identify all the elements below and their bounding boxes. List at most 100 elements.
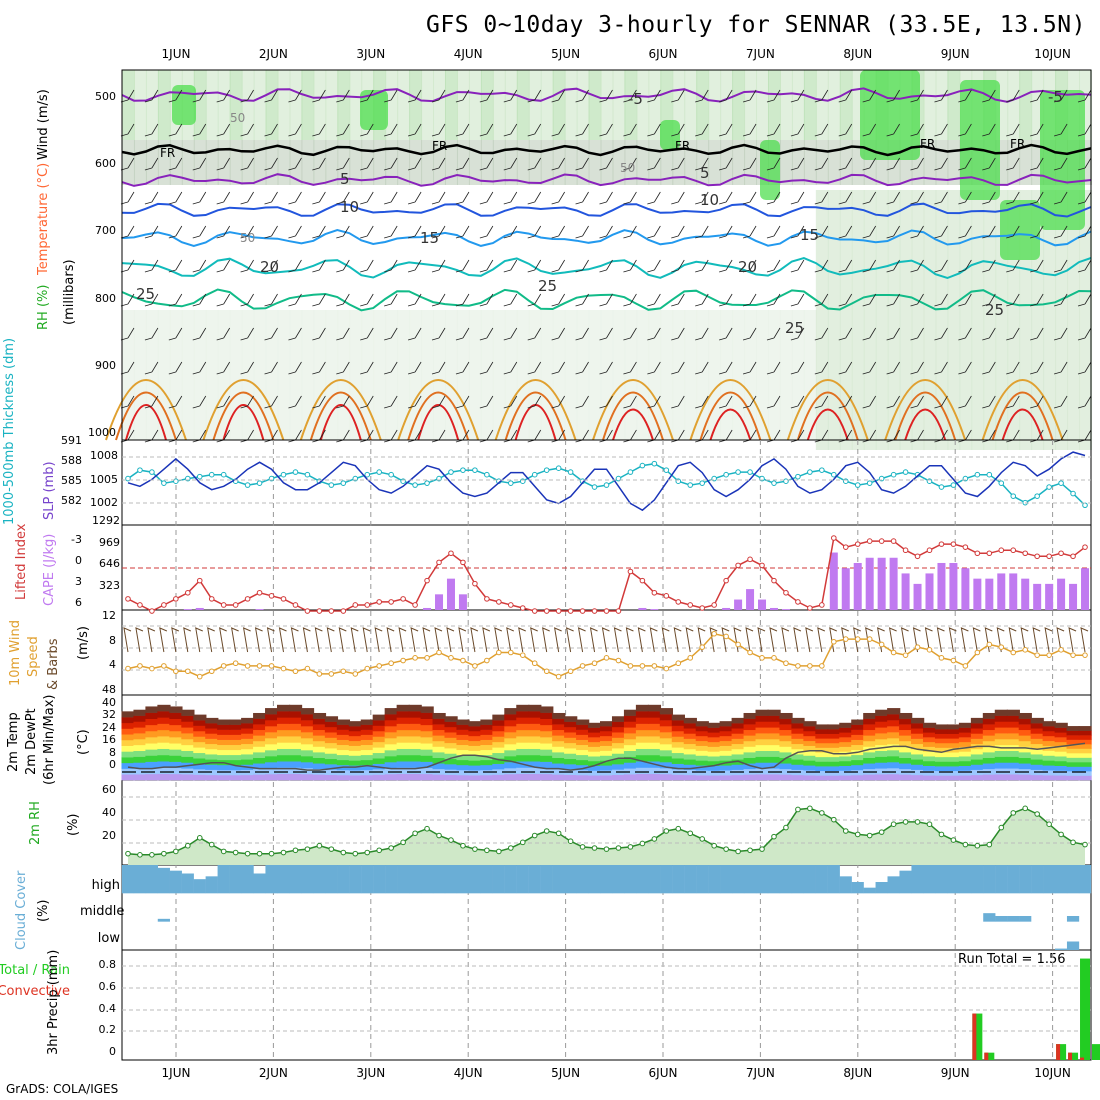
temp-band-cell bbox=[444, 748, 458, 754]
rh2m-series-point bbox=[675, 825, 682, 832]
temp-band-cell bbox=[1018, 757, 1032, 764]
temp-band-cell bbox=[564, 726, 578, 733]
wind-barb bbox=[886, 259, 900, 273]
lifted-series-point bbox=[400, 596, 406, 602]
temp-band-cell bbox=[779, 724, 793, 731]
wind-barb bbox=[144, 225, 159, 239]
temp-band-cell bbox=[970, 754, 985, 760]
wind10-series-point bbox=[890, 649, 897, 656]
temp-band-cell bbox=[408, 711, 422, 718]
rh2m-series-point bbox=[484, 847, 490, 854]
temp-band-cell bbox=[145, 761, 159, 769]
rh2m-series-point bbox=[986, 841, 993, 848]
wind-barb bbox=[719, 259, 733, 273]
temp-band-cell bbox=[420, 718, 434, 726]
cloud-high-block bbox=[480, 865, 493, 894]
temp-band-cell bbox=[480, 724, 494, 730]
temp-band-cell bbox=[755, 727, 769, 734]
wind-barb bbox=[599, 89, 613, 103]
lifted-series-point bbox=[615, 608, 622, 614]
rh-cell bbox=[361, 140, 375, 185]
temp-band-cell bbox=[420, 767, 434, 775]
temp-band-cell bbox=[241, 723, 255, 729]
temp-band-cell bbox=[576, 759, 590, 766]
wind10-series bbox=[125, 630, 1088, 680]
thickness-series-point bbox=[591, 484, 598, 490]
rh-cell bbox=[732, 310, 746, 440]
wind-barb bbox=[958, 123, 972, 137]
wind10-barb bbox=[960, 627, 969, 653]
temp-band-cell bbox=[277, 754, 291, 762]
wind-barb bbox=[479, 225, 494, 239]
wind10-barb bbox=[601, 627, 610, 653]
wind-barb bbox=[527, 157, 542, 171]
temp-band-cell bbox=[288, 717, 303, 724]
wind-barb bbox=[264, 123, 278, 137]
wind-barb bbox=[647, 327, 661, 341]
temp-axis-label: 2m Temp bbox=[6, 712, 21, 772]
temp-band-cell bbox=[934, 756, 949, 762]
temp-band-cell bbox=[588, 760, 602, 766]
rh-cell bbox=[133, 70, 147, 140]
temp-band-cell bbox=[671, 725, 685, 732]
rh-cell bbox=[564, 70, 578, 140]
temp-band-cell bbox=[671, 730, 685, 737]
temp-band-cell bbox=[635, 754, 650, 762]
temp-band-cell bbox=[1018, 712, 1032, 719]
wind-barb bbox=[575, 225, 589, 239]
temp-band-cell bbox=[647, 748, 662, 756]
temp-band-cell bbox=[791, 738, 805, 745]
temp-band-cell bbox=[217, 774, 231, 781]
rh-cell bbox=[756, 70, 770, 140]
wind-barb bbox=[934, 123, 948, 137]
temp-band-cell bbox=[552, 740, 566, 747]
temp-band-cell bbox=[911, 759, 925, 765]
temp-band-cell bbox=[719, 740, 733, 746]
temp-band-cell bbox=[863, 735, 877, 742]
thickness-series-point bbox=[974, 471, 981, 478]
lifted-tick: 3 bbox=[75, 575, 82, 588]
wind-barb bbox=[623, 191, 637, 205]
temp-band-cell bbox=[408, 767, 422, 775]
temp-band-cell bbox=[253, 712, 267, 719]
rh-cell bbox=[636, 140, 650, 185]
temp-band-cell bbox=[420, 737, 434, 744]
pressure-tick: 500 bbox=[95, 90, 116, 103]
temp-band-cell bbox=[432, 718, 446, 725]
temp-band-cell bbox=[516, 704, 530, 712]
thickness-series-point bbox=[807, 469, 813, 475]
temp-band-cell bbox=[564, 742, 578, 749]
contour-label: FR bbox=[1010, 137, 1025, 151]
temp-band-cell bbox=[1042, 730, 1056, 737]
rh-cell bbox=[779, 70, 793, 140]
rh2m-series-point bbox=[1082, 841, 1088, 848]
wind-barb bbox=[1053, 395, 1068, 409]
lifted-tick: 6 bbox=[75, 596, 82, 609]
temp-band-cell bbox=[958, 741, 973, 747]
contour-30 bbox=[592, 379, 674, 441]
temp-band-cell bbox=[779, 752, 793, 758]
temp-band-cell bbox=[899, 735, 913, 742]
wind10-barb bbox=[637, 627, 646, 653]
temp-band-cell bbox=[540, 706, 554, 713]
rh2m-series-point bbox=[220, 848, 227, 855]
wind10-barb bbox=[314, 627, 323, 653]
rh-cell bbox=[791, 70, 805, 140]
thickness-series-point bbox=[771, 480, 777, 486]
temp-band-cell bbox=[899, 724, 913, 731]
temp-band-cell bbox=[480, 734, 494, 740]
temp-band-cell bbox=[121, 757, 135, 764]
wind-barb bbox=[384, 361, 398, 375]
thickness-series-point bbox=[651, 460, 658, 467]
wind-barb bbox=[910, 225, 924, 239]
temp-tick: 16 bbox=[102, 733, 116, 746]
lifted-series-point bbox=[196, 577, 203, 584]
temp-band-cell bbox=[516, 742, 530, 749]
cloud-high-block bbox=[133, 865, 147, 894]
rh-cell bbox=[145, 70, 159, 140]
wind10-barb bbox=[1020, 627, 1029, 653]
temp-band-cell bbox=[647, 773, 662, 781]
wind-barb bbox=[1053, 327, 1068, 341]
temp-band-cell bbox=[743, 746, 757, 753]
